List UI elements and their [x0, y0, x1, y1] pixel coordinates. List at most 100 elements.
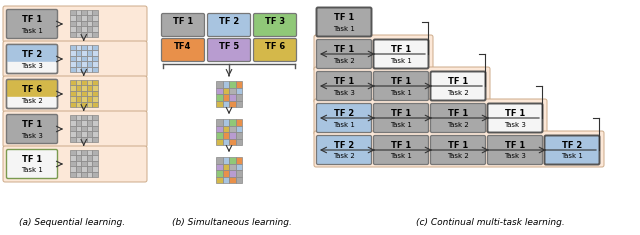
Text: Task 1: Task 1 — [21, 168, 43, 173]
Bar — [76, 172, 81, 177]
FancyBboxPatch shape — [488, 136, 543, 164]
Bar — [70, 90, 76, 96]
Bar — [216, 164, 223, 170]
Bar — [236, 119, 242, 125]
Bar — [92, 125, 97, 131]
Bar — [76, 137, 81, 142]
Bar — [81, 67, 86, 72]
Bar — [229, 170, 236, 176]
Bar — [76, 15, 81, 20]
Bar — [70, 50, 76, 55]
Bar — [236, 164, 242, 170]
Bar — [216, 101, 223, 107]
Bar — [70, 125, 76, 131]
Bar — [86, 31, 92, 37]
Text: TF 5: TF 5 — [219, 42, 239, 51]
Bar — [236, 87, 242, 94]
Bar — [81, 172, 86, 177]
Bar — [92, 96, 97, 102]
Text: (b) Simultaneous learning.: (b) Simultaneous learning. — [172, 218, 292, 227]
Bar — [92, 102, 97, 107]
Bar — [92, 31, 97, 37]
Text: TF 1: TF 1 — [505, 109, 525, 118]
Text: TF 6: TF 6 — [22, 85, 42, 94]
Bar — [76, 102, 81, 107]
Text: TF 1: TF 1 — [334, 45, 354, 54]
Bar — [70, 120, 76, 125]
Bar — [70, 15, 76, 20]
Bar — [229, 94, 236, 101]
Bar — [70, 26, 76, 31]
Text: TF 1: TF 1 — [391, 45, 411, 54]
Bar — [216, 94, 223, 101]
Bar — [223, 101, 229, 107]
Bar — [223, 87, 229, 94]
Bar — [92, 90, 97, 96]
Bar — [92, 55, 97, 61]
Bar — [216, 119, 223, 125]
Text: Task 1: Task 1 — [333, 121, 355, 128]
Bar — [81, 125, 86, 131]
Text: Task 2: Task 2 — [21, 98, 43, 103]
Bar — [70, 137, 76, 142]
FancyBboxPatch shape — [3, 111, 147, 147]
Text: TF 1: TF 1 — [22, 120, 42, 129]
Text: Task 2: Task 2 — [447, 90, 469, 95]
Bar — [76, 79, 81, 85]
Bar — [216, 81, 223, 87]
Bar — [76, 114, 81, 120]
Bar — [92, 155, 97, 161]
Text: Task 3: Task 3 — [333, 90, 355, 95]
Bar — [70, 85, 76, 90]
Text: Task 3: Task 3 — [21, 63, 43, 68]
Bar — [223, 170, 229, 176]
Bar — [92, 79, 97, 85]
Bar — [229, 157, 236, 164]
Bar — [81, 161, 86, 166]
Bar — [70, 9, 76, 15]
Bar — [92, 161, 97, 166]
FancyBboxPatch shape — [374, 103, 429, 133]
Bar — [76, 161, 81, 166]
Bar — [86, 20, 92, 26]
Text: TF 1: TF 1 — [448, 141, 468, 150]
Bar — [229, 81, 236, 87]
Text: TF 1: TF 1 — [391, 141, 411, 150]
Bar — [229, 132, 236, 138]
Bar — [223, 81, 229, 87]
Bar — [236, 176, 242, 183]
Bar — [70, 155, 76, 161]
Bar — [70, 20, 76, 26]
Bar — [236, 138, 242, 145]
Bar — [229, 125, 236, 132]
Bar — [81, 149, 86, 155]
Bar — [81, 26, 86, 31]
Bar — [76, 31, 81, 37]
Bar — [76, 85, 81, 90]
FancyBboxPatch shape — [3, 76, 147, 112]
Text: TF 1: TF 1 — [334, 77, 354, 86]
Text: Task 2: Task 2 — [333, 153, 355, 160]
Bar — [86, 50, 92, 55]
FancyBboxPatch shape — [253, 39, 296, 62]
FancyBboxPatch shape — [3, 146, 147, 182]
FancyBboxPatch shape — [374, 71, 429, 101]
Bar — [81, 137, 86, 142]
Text: TF 2: TF 2 — [334, 141, 354, 150]
FancyBboxPatch shape — [374, 39, 429, 68]
Bar — [229, 138, 236, 145]
Text: Task 3: Task 3 — [21, 133, 43, 138]
Text: Task 3: Task 3 — [504, 153, 526, 160]
Bar — [236, 125, 242, 132]
Bar — [86, 61, 92, 67]
FancyBboxPatch shape — [207, 39, 250, 62]
Bar — [76, 44, 81, 50]
Bar — [81, 155, 86, 161]
Bar — [86, 67, 92, 72]
Text: TF 1: TF 1 — [22, 155, 42, 164]
Bar — [70, 102, 76, 107]
Bar — [92, 149, 97, 155]
Bar — [76, 9, 81, 15]
FancyBboxPatch shape — [3, 6, 147, 42]
Bar — [81, 96, 86, 102]
